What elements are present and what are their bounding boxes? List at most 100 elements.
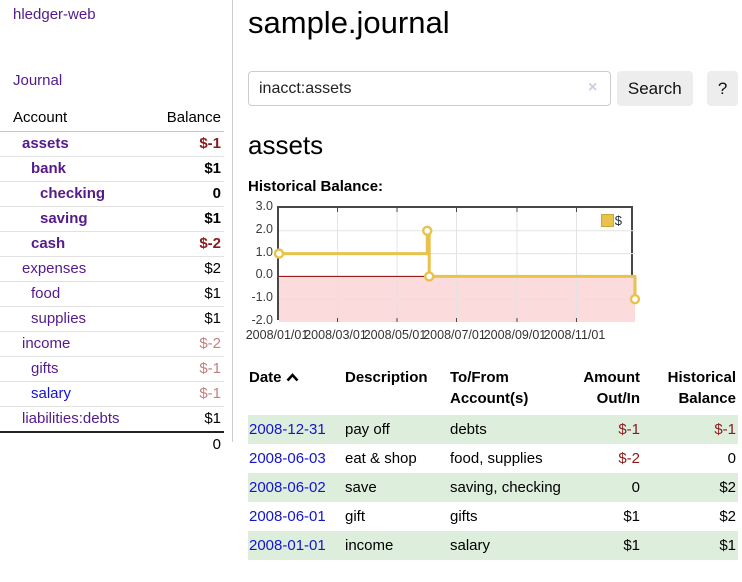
account-balance: $-1 xyxy=(141,356,224,382)
account-row: assets $-1 xyxy=(0,131,224,157)
account-balance: $1 xyxy=(141,206,224,232)
chart-y-tick-label: -2.0 xyxy=(251,313,273,327)
account-balance: $1 xyxy=(141,156,224,182)
register-date-link[interactable]: 2008-12-31 xyxy=(249,421,326,438)
account-link-salary[interactable]: salary xyxy=(31,385,72,402)
chart-x-axis-labels: 2008/01/01 2008/03/01 2008/05/01 2008/07/01… xyxy=(246,328,633,344)
account-link-cash[interactable]: cash xyxy=(31,235,66,252)
register-description: pay off xyxy=(345,421,390,438)
register-row[interactable]: 2008-12-31 pay off debts $-1 $-1 xyxy=(248,415,738,444)
accounts-header-account: Account xyxy=(0,105,142,132)
register-row[interactable]: 2008-06-03 eat & shop food, supplies $-2 0 xyxy=(248,444,738,473)
register-header-accounts: To/From Account(s) xyxy=(450,369,529,407)
register-table: Date Description To/From Account(s) Amou… xyxy=(248,365,738,560)
register-header-balance: Historical Balance xyxy=(667,369,736,407)
app-brand-link[interactable]: hledger-web xyxy=(13,6,96,23)
account-row: saving $1 xyxy=(0,206,224,232)
account-link-food[interactable]: food xyxy=(31,285,61,302)
account-balance: $-2 xyxy=(141,331,224,357)
search-button[interactable]: Search xyxy=(616,71,694,106)
register-date-link[interactable]: 2008-06-02 xyxy=(249,479,326,496)
account-row: cash $-2 xyxy=(0,231,224,257)
chart-x-tick-label: 2008/11/01 xyxy=(543,328,606,342)
chart-point xyxy=(424,271,435,282)
help-button[interactable]: ? xyxy=(707,71,738,106)
account-balance: $1 xyxy=(141,281,224,307)
legend-label: $ xyxy=(614,213,622,228)
register-description: save xyxy=(345,479,377,496)
sidebar-item-journal[interactable]: Journal xyxy=(13,72,63,89)
historical-balance-chart: $ 2008/01/01 2008/03/01 2008/05/01 2008/07/… xyxy=(246,199,641,344)
account-link-supplies[interactable]: supplies xyxy=(31,310,87,327)
register-accounts: food, supplies xyxy=(450,450,543,467)
register-header-date[interactable]: Date xyxy=(248,365,344,415)
register-amount: $1 xyxy=(623,537,640,554)
account-row: bank $1 xyxy=(0,156,224,182)
account-link-gifts[interactable]: gifts xyxy=(31,360,59,377)
register-amount: $-1 xyxy=(618,421,640,438)
register-date-link[interactable]: 2008-06-03 xyxy=(249,450,326,467)
account-link-bank[interactable]: bank xyxy=(31,160,67,177)
account-row: supplies $1 xyxy=(0,306,224,332)
account-link-assets[interactable]: assets xyxy=(22,135,69,152)
register-balance: $2 xyxy=(719,479,736,496)
chart-x-tick-label: 2008/01/01 xyxy=(245,328,309,342)
chart-y-tick-label: -1.0 xyxy=(251,290,273,305)
chart-y-tick-label: 0.0 xyxy=(255,267,273,282)
register-balance: $2 xyxy=(719,508,736,525)
register-balance: $-1 xyxy=(714,421,736,438)
register-row[interactable]: 2008-06-01 gift gifts $1 $2 xyxy=(248,502,738,531)
register-row[interactable]: 2008-01-01 income salary $1 $1 xyxy=(248,531,738,560)
chart-y-tick-label: 2.0 xyxy=(255,221,273,236)
account-link-expenses[interactable]: expenses xyxy=(22,260,87,277)
main-content: sample.journal × Search ? assets Histori… xyxy=(246,0,738,560)
register-accounts: debts xyxy=(450,421,487,438)
register-date-link[interactable]: 2008-06-01 xyxy=(249,508,326,525)
sidebar: hledger-web Journal Account Balance asse… xyxy=(0,0,233,457)
legend-swatch xyxy=(600,214,614,227)
register-balance: $1 xyxy=(719,537,736,554)
register-header-description: Description xyxy=(345,369,428,386)
register-row[interactable]: 2008-06-02 save saving, checking 0 $2 xyxy=(248,473,738,502)
register-description: gift xyxy=(345,508,366,525)
account-balance: $-2 xyxy=(141,231,224,257)
account-balance: $1 xyxy=(141,306,224,332)
chart-plot-area: $ xyxy=(273,206,641,322)
account-row: food $1 xyxy=(0,281,224,307)
register-header-amount: Amount Out/In xyxy=(583,369,640,407)
accounts-total-row: 0 xyxy=(0,431,224,457)
register-accounts: salary xyxy=(450,537,491,554)
account-balance: $2 xyxy=(141,256,224,282)
account-link-saving[interactable]: saving xyxy=(40,210,88,227)
search-input[interactable] xyxy=(248,71,611,106)
account-row: checking 0 xyxy=(0,181,224,207)
chart-point xyxy=(629,293,641,305)
account-link-liabilities-debts[interactable]: liabilities:debts xyxy=(22,410,120,427)
account-link-checking[interactable]: checking xyxy=(40,185,106,202)
account-row: income $-2 xyxy=(0,331,224,357)
clear-search-icon[interactable]: × xyxy=(588,79,598,96)
account-row: expenses $2 xyxy=(0,256,224,282)
chart-y-tick-label: 1.0 xyxy=(255,244,273,259)
account-link-income[interactable]: income xyxy=(22,335,71,352)
accounts-header-balance: Balance xyxy=(141,105,224,132)
register-accounts: gifts xyxy=(450,508,478,525)
account-balance: $-1 xyxy=(141,381,224,407)
chart-x-tick-label: 2008/09/01 xyxy=(483,328,547,342)
search-bar: × Search ? xyxy=(248,71,738,106)
sort-ascending-icon xyxy=(286,367,299,388)
register-date-link[interactable]: 2008-01-01 xyxy=(249,537,326,554)
accounts-table: Account Balance assets $-1 bank $1 checking 0… xyxy=(0,105,224,457)
accounts-total-value: 0 xyxy=(141,431,224,457)
register-description: income xyxy=(345,537,394,554)
register-amount: $1 xyxy=(623,508,640,525)
register-accounts: saving, checking xyxy=(450,479,561,496)
account-balance: 0 xyxy=(141,181,224,207)
chart-point xyxy=(422,225,433,236)
chart-title: Historical Balance: xyxy=(248,178,384,195)
chart-x-tick-label: 2008/05/01 xyxy=(363,328,427,342)
account-balance: $-1 xyxy=(141,131,224,157)
chart-point xyxy=(273,248,285,259)
account-row: liabilities:debts $1 xyxy=(0,406,224,433)
register-amount: 0 xyxy=(631,479,640,496)
